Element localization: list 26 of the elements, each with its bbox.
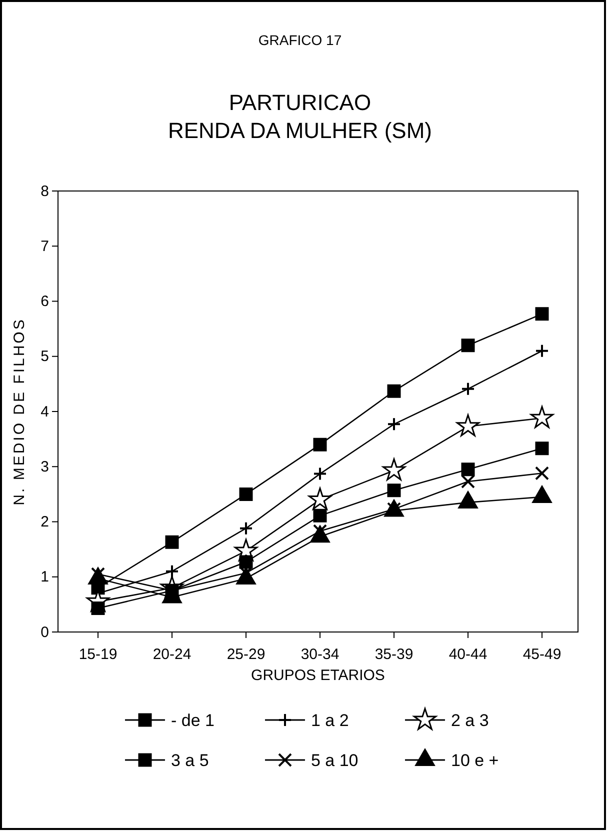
x-tick-label: 25-29: [226, 646, 266, 663]
x-tick-label: 45-49: [522, 646, 562, 663]
x-tick-label: 40-44: [448, 646, 488, 663]
legend-label: 2 a 3: [451, 711, 489, 730]
chart-title: PARTURICAO RENDA DA MULHER (SM): [168, 90, 432, 143]
x-tick-label: 35-39: [374, 646, 414, 663]
y-tick-label: 0: [40, 624, 49, 641]
y-tick-label: 7: [40, 238, 49, 255]
x-axis-title: GRUPOS ETARIOS: [251, 667, 385, 684]
legend-label: 5 a 10: [311, 751, 358, 770]
y-tick-label: 1: [40, 568, 49, 586]
y-tick-label: 5: [40, 348, 49, 366]
y-tick-label: 8: [40, 182, 49, 200]
x-tick-label: 30-34: [300, 646, 340, 663]
y-tick-label: 3: [40, 458, 49, 476]
legend-label: - de 1: [171, 711, 214, 730]
legend-label: 10 e +: [451, 751, 499, 770]
legend-label: 1 a 2: [311, 711, 349, 730]
y-tick-label: 2: [40, 514, 49, 531]
legend-label: 3 a 5: [171, 751, 209, 770]
x-tick-label: 20-24: [152, 646, 192, 663]
x-tick-label: 15-19: [78, 646, 118, 663]
y-tick-label: 6: [40, 293, 49, 310]
y-axis-title: N. MEDIO DE FILHOS: [11, 318, 28, 506]
y-tick-label: 4: [40, 403, 49, 420]
chart-subtitle: GRAFICO 17: [258, 32, 342, 48]
